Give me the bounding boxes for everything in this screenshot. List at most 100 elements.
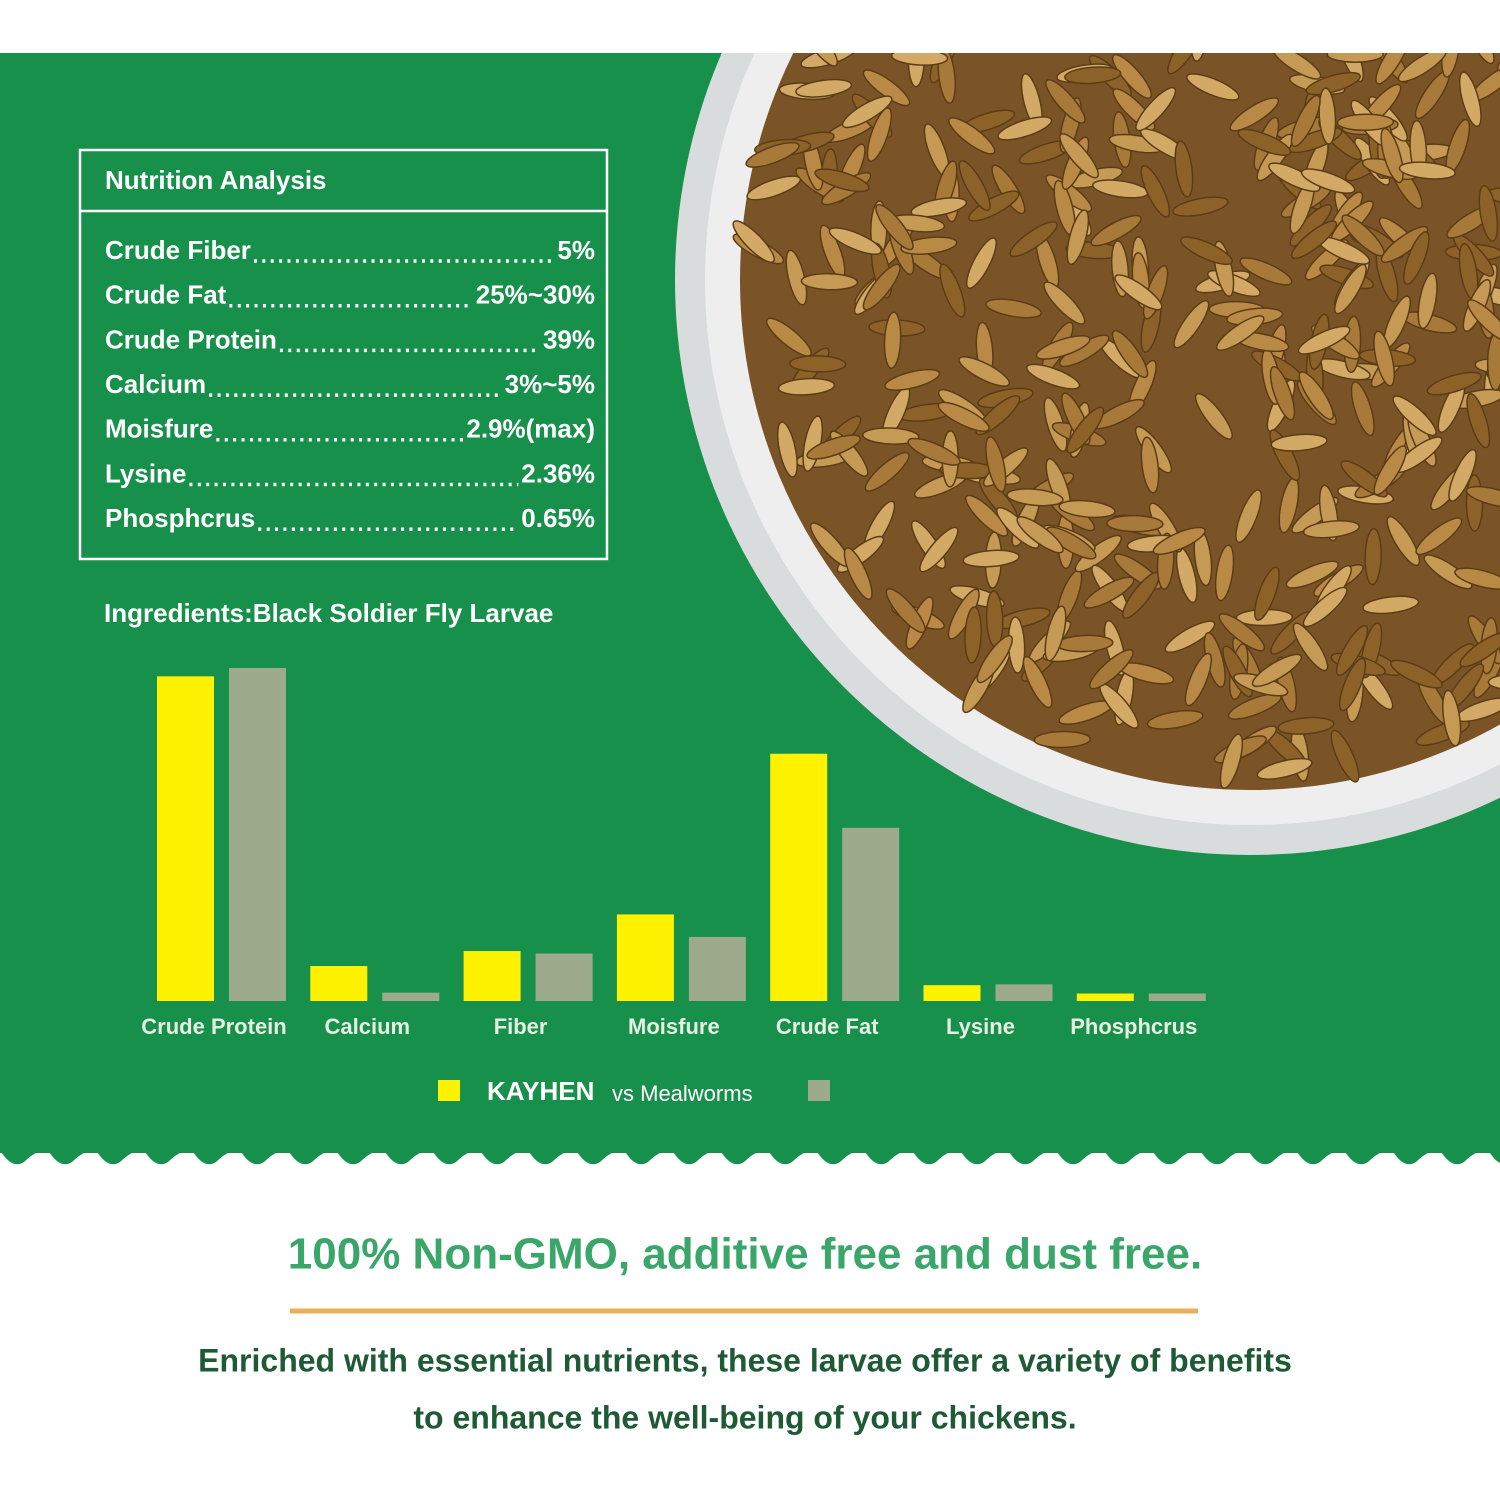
body-line: to enhance the well-being of your chicke… xyxy=(413,1399,1076,1435)
larva xyxy=(976,634,1013,684)
larva xyxy=(1336,113,1395,132)
larva xyxy=(788,355,847,373)
larva xyxy=(1030,0,1084,12)
larva xyxy=(1423,0,1462,54)
larva xyxy=(862,263,901,311)
larva xyxy=(862,69,911,107)
larva xyxy=(1330,729,1360,783)
larva xyxy=(843,547,873,601)
legend-swatch xyxy=(438,1080,460,1101)
larva xyxy=(800,272,859,291)
larva xyxy=(1318,87,1337,145)
nutrient-name: Lysine xyxy=(105,458,186,488)
larva xyxy=(1462,53,1495,65)
larva xyxy=(1423,554,1473,590)
nutrition-box xyxy=(78,148,609,561)
larva xyxy=(828,227,883,255)
larva xyxy=(1459,631,1500,668)
larva xyxy=(777,377,836,396)
larva xyxy=(883,311,902,370)
larva xyxy=(1491,0,1500,7)
larva xyxy=(909,0,966,13)
larva xyxy=(1290,220,1338,260)
larva xyxy=(1300,168,1356,194)
larva xyxy=(890,53,949,66)
larva xyxy=(1152,526,1206,556)
larva xyxy=(1219,733,1244,789)
larva xyxy=(1015,0,1034,12)
larva xyxy=(776,421,798,478)
larva xyxy=(1251,653,1303,688)
larva xyxy=(1466,393,1491,449)
larva xyxy=(1403,230,1430,286)
bar xyxy=(310,966,368,1001)
nutrition-title: Nutrition Analysis xyxy=(105,165,327,195)
larva xyxy=(885,588,926,634)
larva xyxy=(875,203,914,251)
larva xyxy=(1468,0,1500,32)
larva xyxy=(785,249,808,306)
body-line: Enriched with essential nutrients, these… xyxy=(198,1342,1292,1378)
larva xyxy=(1133,0,1155,2)
larva xyxy=(1268,162,1321,193)
larva xyxy=(795,78,853,98)
larva xyxy=(1392,395,1437,437)
larva xyxy=(985,436,1007,493)
larva xyxy=(1184,652,1213,707)
larva xyxy=(1140,165,1171,218)
larva xyxy=(1496,53,1500,72)
larva xyxy=(968,190,1020,222)
larva xyxy=(1441,53,1461,78)
bar xyxy=(1076,993,1134,1001)
larva xyxy=(962,549,1020,568)
bar xyxy=(463,951,521,1001)
nutrient-name: Crude Fat xyxy=(105,280,227,310)
larva xyxy=(1478,184,1499,242)
bar xyxy=(616,914,674,1001)
larva xyxy=(958,160,991,212)
larva xyxy=(1273,0,1295,10)
larva xyxy=(1351,0,1409,21)
nutrient-value: 5% xyxy=(557,235,595,265)
larva xyxy=(1006,488,1064,507)
larva xyxy=(979,0,1005,34)
larva xyxy=(1179,236,1233,266)
larva xyxy=(1102,0,1152,28)
larva xyxy=(1378,0,1436,28)
larva xyxy=(1174,140,1194,198)
larva xyxy=(1335,625,1369,676)
bar xyxy=(923,985,981,1001)
larva xyxy=(841,95,893,129)
ingredients: Ingredients:Black Soldier Fly Larvae xyxy=(104,598,553,628)
x-tick-label: Phosphcrus xyxy=(1070,1014,1197,1039)
larva xyxy=(964,606,982,664)
nutrient-value: 39% xyxy=(543,324,595,354)
larva xyxy=(1238,0,1289,5)
headline: 100% Non-GMO, additive free and dust fre… xyxy=(288,1230,1202,1279)
larva xyxy=(1089,648,1134,690)
larva xyxy=(1256,757,1313,780)
larva xyxy=(1043,281,1086,325)
larva xyxy=(1178,0,1235,11)
larva xyxy=(1270,433,1328,452)
larva xyxy=(1380,127,1404,184)
larva xyxy=(1338,657,1367,712)
larva xyxy=(1164,620,1216,653)
larva xyxy=(1111,329,1149,379)
larva xyxy=(1355,0,1399,46)
larva xyxy=(1364,527,1382,586)
larva xyxy=(906,18,964,45)
bar xyxy=(995,984,1053,1001)
nutrient-value: 25%~30% xyxy=(476,280,595,310)
larva xyxy=(894,31,951,52)
larva xyxy=(1415,517,1463,556)
larva xyxy=(1221,0,1262,35)
larva xyxy=(1106,514,1164,533)
larvae-bowl xyxy=(675,0,1500,855)
larva xyxy=(1277,716,1335,735)
x-tick-label: Crude Fat xyxy=(776,1014,879,1039)
larva xyxy=(1254,566,1280,621)
larva xyxy=(1397,53,1448,83)
larva xyxy=(1022,655,1053,709)
